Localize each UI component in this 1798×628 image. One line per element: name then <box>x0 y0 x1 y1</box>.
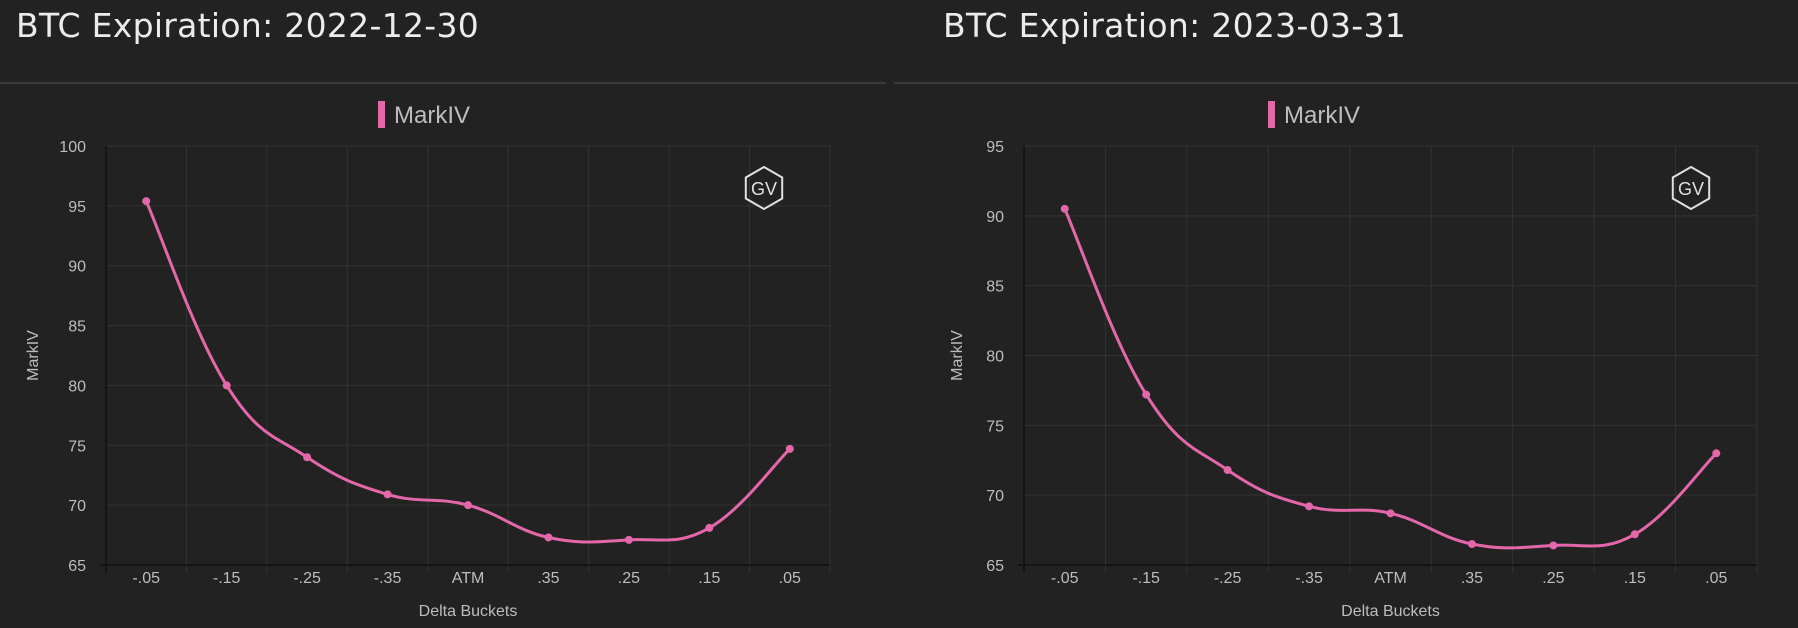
x-tick-label: -.05 <box>132 570 160 587</box>
data-point <box>1712 449 1721 458</box>
y-tick-label: 85 <box>68 319 86 336</box>
x-tick-label: -.15 <box>1132 570 1160 587</box>
x-tick-label: .05 <box>1705 570 1727 587</box>
hexagon-shape <box>744 165 784 211</box>
x-tick-label: -.25 <box>293 570 321 587</box>
series-line-markiv <box>144 200 791 544</box>
x-tick-label: -.35 <box>374 570 402 587</box>
y-tick-label: 90 <box>68 259 86 276</box>
x-tick-label: -.05 <box>1051 570 1079 587</box>
y-tick-label: 95 <box>986 139 1004 156</box>
x-tick-label: .25 <box>618 570 640 587</box>
gv-hexagon-logo-icon: GV <box>744 165 784 211</box>
data-point <box>1142 390 1151 399</box>
y-axis-title: MarkIV <box>949 330 966 381</box>
x-tick-label: .25 <box>1542 570 1564 587</box>
data-point <box>1549 541 1558 550</box>
divider <box>894 82 1798 84</box>
grid <box>105 145 831 573</box>
gv-hexagon-logo-icon: GV <box>1671 165 1711 211</box>
x-tick-label: .15 <box>698 570 720 587</box>
legend-swatch <box>1268 101 1275 128</box>
data-point <box>624 535 633 544</box>
y-tick-label: 85 <box>986 279 1004 296</box>
y-tick-label: 75 <box>68 438 86 455</box>
data-point <box>222 381 231 390</box>
data-point <box>1386 509 1395 518</box>
x-tick-label: .35 <box>1461 570 1483 587</box>
x-tick-label: ATM <box>452 570 485 587</box>
y-tick-label: 100 <box>59 139 86 156</box>
chart-panel-left: BTC Expiration: 2022-12-30 65 70 75 80 85 90 9… <box>0 0 886 628</box>
hexagon-shape <box>1671 165 1711 211</box>
data-point <box>383 490 392 499</box>
y-tick-label: 90 <box>986 209 1004 226</box>
legend: MarkIV <box>1268 101 1360 129</box>
y-tick-label: 70 <box>986 488 1004 505</box>
data-point <box>785 444 794 453</box>
data-point <box>1467 540 1476 549</box>
x-tick-label: -.35 <box>1295 570 1323 587</box>
x-axis-title: Delta Buckets <box>419 603 518 620</box>
data-point <box>464 501 472 510</box>
series-line-markiv <box>1063 208 1718 550</box>
y-tick-label: 65 <box>68 558 86 575</box>
logo-text: GV <box>751 179 777 199</box>
chart-title: BTC Expiration: 2023-03-31 <box>943 6 1407 45</box>
data-point <box>1630 530 1639 539</box>
data-point <box>142 197 151 206</box>
x-tick-label: ATM <box>1374 570 1407 587</box>
y-tick-label: 80 <box>68 378 86 395</box>
y-tick-label: 80 <box>986 349 1004 366</box>
x-axis-title: Delta Buckets <box>1341 603 1440 620</box>
data-point <box>1223 466 1232 475</box>
data-point <box>544 533 553 542</box>
data-point <box>303 453 312 462</box>
x-tick-label: .15 <box>1624 570 1646 587</box>
y-tick-label: 95 <box>68 199 86 216</box>
line-chart: 65 70 75 80 85 90 95 100 -.05 -.15 -.25 -.35 ATM .35.… <box>25 101 831 620</box>
logo-text: GV <box>1678 179 1704 199</box>
chart-title: BTC Expiration: 2022-12-30 <box>16 6 480 45</box>
legend-label: MarkIV <box>1284 102 1360 129</box>
x-tick-label: .05 <box>779 570 801 587</box>
data-point <box>705 523 714 532</box>
y-tick-label: 70 <box>68 498 86 515</box>
legend: MarkIV <box>378 101 470 129</box>
grid <box>1023 145 1758 573</box>
y-axis-title: MarkIV <box>25 330 42 381</box>
x-tick-label: -.15 <box>213 570 241 587</box>
divider <box>0 82 886 84</box>
legend-label: MarkIV <box>394 102 470 129</box>
y-tick-label: 75 <box>986 418 1004 435</box>
legend-swatch <box>378 101 385 128</box>
x-tick-label: .35 <box>537 570 559 587</box>
data-point <box>1060 204 1069 213</box>
y-tick-label: 65 <box>986 558 1004 575</box>
x-tick-label: -.25 <box>1214 570 1242 587</box>
line-chart: 65 70 75 80 85 90 95 -.05 -.15 -.25 -.35 ATM .35 .25.… <box>949 101 1758 620</box>
data-point <box>1305 502 1314 511</box>
chart-panel-right: BTC Expiration: 2023-03-31 65 70 75 80 85 90 9… <box>894 0 1798 628</box>
